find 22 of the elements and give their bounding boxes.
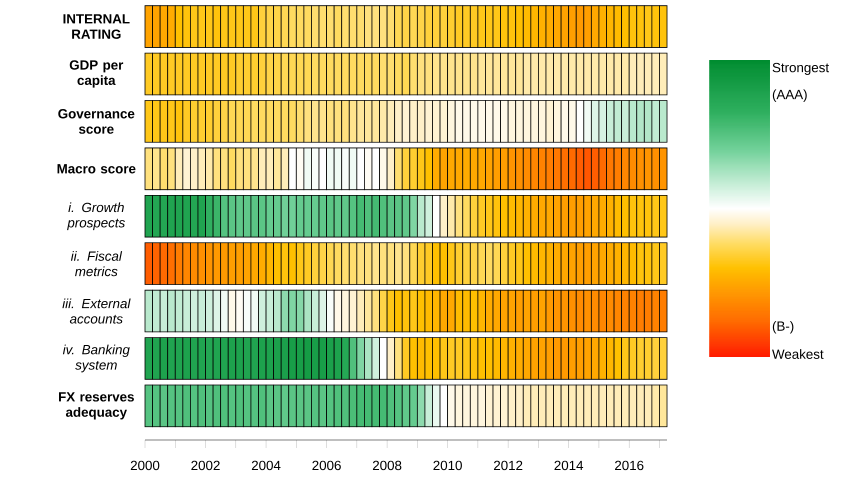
color-bar-label: (AAA)	[772, 89, 807, 102]
y-tick-label: INTERNAL RATING	[63, 14, 130, 39]
y-tick-label: ii. Fiscal metrics	[70, 251, 122, 276]
x-tick-label: 2008	[372, 460, 402, 470]
color-bar-label: (B-)	[772, 321, 794, 334]
x-tick-label: 2012	[494, 460, 522, 470]
y-tick-label: GDP per capita	[70, 60, 124, 88]
x-tick-label: 2000	[130, 460, 160, 470]
x-tick-label: 2002	[191, 460, 220, 470]
color-bar-label: Weakest	[772, 349, 824, 359]
y-tick-label: iv. Banking system	[62, 344, 130, 372]
y-tick-label: i. Growth prospects	[67, 202, 125, 230]
y-tick-label: Governance score	[58, 109, 134, 134]
x-tick-label: 2014	[554, 460, 584, 470]
x-tick-label: 2016	[615, 460, 644, 470]
x-tick-label: 2006	[312, 460, 341, 470]
y-tick-label: iii. External accounts	[62, 298, 131, 324]
y-tick-label: FX reserves adequacy	[59, 392, 134, 420]
y-tick-label: Macro score	[58, 164, 136, 174]
x-tick-label: 2004	[252, 460, 280, 470]
x-tick-label: 2010	[433, 460, 462, 470]
color-bar-label: Strongest	[772, 62, 829, 75]
